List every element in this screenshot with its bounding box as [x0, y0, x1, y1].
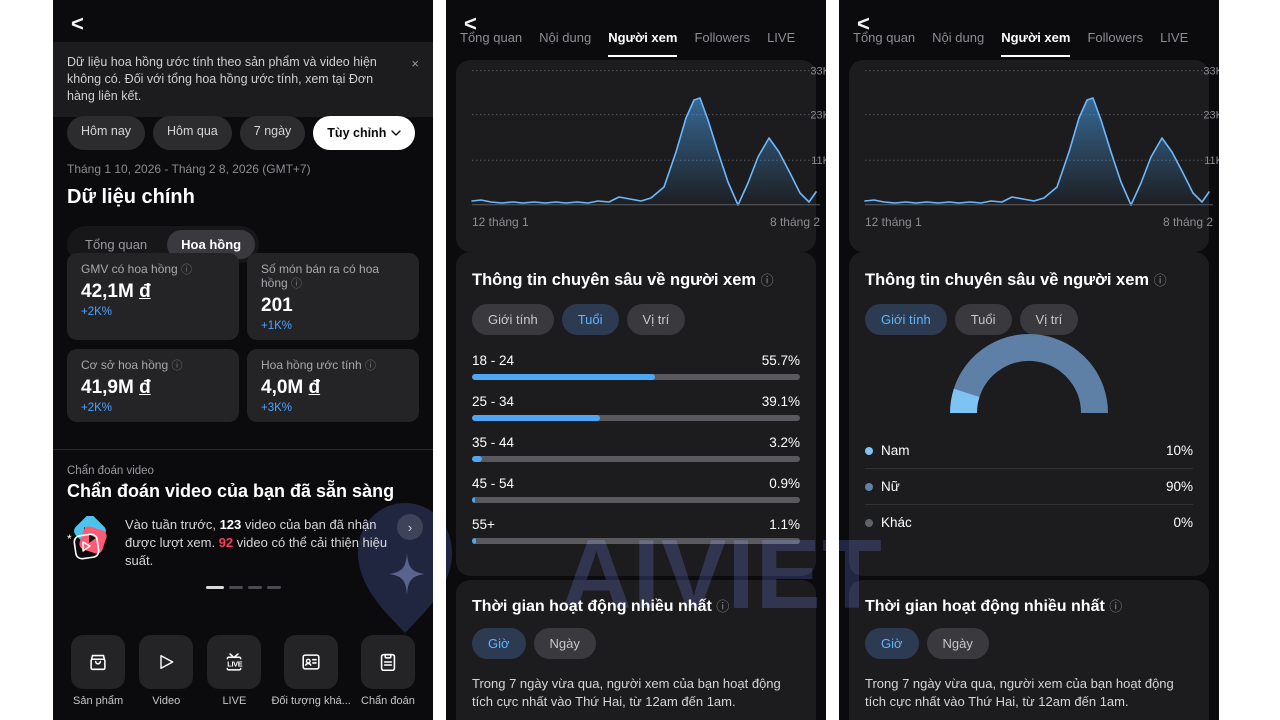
- svg-text:11K: 11K: [1204, 155, 1219, 167]
- svg-text:23K: 23K: [810, 110, 826, 122]
- svg-text:33K: 33K: [1203, 66, 1219, 78]
- svg-text:LIVE: LIVE: [228, 659, 243, 668]
- svg-text:*: *: [67, 532, 72, 546]
- svg-text:11K: 11K: [811, 155, 826, 167]
- svg-text:23K: 23K: [1203, 110, 1219, 122]
- svg-text:8 tháng 2: 8 tháng 2: [1163, 215, 1213, 229]
- svg-text:12 tháng 1: 12 tháng 1: [865, 215, 922, 229]
- svg-text:8 tháng 2: 8 tháng 2: [770, 215, 820, 229]
- svg-text:12 tháng 1: 12 tháng 1: [472, 215, 529, 229]
- svg-text:33K: 33K: [810, 66, 826, 78]
